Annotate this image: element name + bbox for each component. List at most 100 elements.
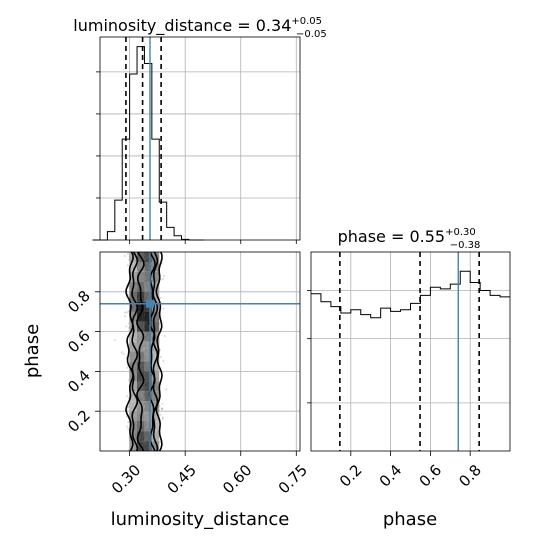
- density-cell: [129, 301, 137, 312]
- density-cell: [144, 371, 152, 382]
- ld-quantile-lines: [125, 37, 162, 240]
- density-cell: [137, 371, 145, 382]
- density-cell: [144, 381, 152, 392]
- density-cell: [151, 351, 160, 362]
- phase-ytick-label-0: 0.2: [64, 406, 94, 436]
- density-cell: [137, 401, 145, 412]
- density-cell: [144, 441, 152, 451]
- contour-right-0: [155, 252, 163, 451]
- density-cell: [144, 391, 152, 402]
- density-cell: [144, 321, 152, 332]
- phase-xlabel: phase: [383, 509, 437, 530]
- scatter-point: [161, 407, 164, 411]
- scatter-point: [120, 351, 123, 354]
- scatter-point: [126, 264, 129, 267]
- density-cell: [137, 321, 145, 332]
- density-cell: [144, 311, 152, 322]
- scatter-point: [161, 402, 164, 405]
- density-cell: [151, 252, 160, 262]
- density-cell: [144, 351, 152, 362]
- joint-panel: 0.30 0.45 0.60 0.75 0.2 0.4 0.6 0.8 luminosity…: [22, 251, 311, 530]
- density-cell: [137, 331, 145, 342]
- density-cell: [144, 341, 152, 352]
- joint-truth-marker: [146, 299, 154, 308]
- phase-ytick-label-2: 0.6: [64, 327, 94, 357]
- density-cell: [129, 391, 137, 402]
- scatter-point: [159, 413, 162, 416]
- density-cell: [144, 252, 152, 262]
- density-cell: [151, 361, 160, 372]
- scatter-point: [123, 254, 126, 257]
- scatter-point: [163, 335, 166, 338]
- scatter-point: [125, 425, 129, 428]
- scatter-point: [159, 296, 162, 299]
- phase-xtick-label-3: 0.8: [455, 461, 485, 491]
- scatter-point: [165, 388, 168, 391]
- ld-xtick-label-3: 0.75: [275, 461, 311, 497]
- scatter-point: [161, 416, 164, 419]
- phase-xtick-label-0: 0.2: [336, 461, 366, 491]
- density-cell: [151, 441, 160, 451]
- phase-hist-grid: [311, 252, 510, 451]
- density-cell: [137, 361, 145, 372]
- scatter-point: [126, 252, 129, 255]
- phase-hist-panel: 0.2 0.4 0.6 0.8 phase = 0.55+0.30 −0.38 phas…: [307, 227, 511, 530]
- scatter-point: [161, 278, 164, 281]
- density-cell: [151, 271, 160, 282]
- scatter-point: [125, 311, 128, 314]
- phase-hist-frame: [310, 251, 511, 452]
- scatter-point: [127, 428, 130, 431]
- contour-left-1: [131, 252, 139, 451]
- density-cell: [137, 351, 145, 362]
- density-cell: [129, 351, 137, 362]
- ld-hist-panel: luminosity_distance = 0.34+0.05 −0.05: [73, 16, 327, 244]
- density-cell: [137, 311, 145, 322]
- density-cell: [144, 271, 152, 282]
- scatter-point: [161, 417, 164, 420]
- density-cell: [129, 411, 137, 422]
- scatter-point: [124, 311, 127, 314]
- ld-hist-grid: [100, 37, 300, 240]
- contour-right-1: [152, 252, 159, 451]
- density-cell: [144, 421, 152, 432]
- density-cell: [144, 281, 152, 292]
- scatter-point: [162, 274, 166, 277]
- density-cell: [144, 361, 152, 372]
- density-cell: [137, 261, 145, 272]
- phase-ylabel: phase: [22, 324, 43, 378]
- ld-xtick-label-1: 0.45: [164, 461, 200, 497]
- scatter-point: [159, 356, 162, 359]
- density-cell: [151, 281, 160, 292]
- scatter-point: [160, 407, 163, 410]
- density-cell: [151, 311, 160, 322]
- phase-ytick-label-3: 0.8: [64, 287, 94, 317]
- density-cell: [151, 381, 160, 392]
- density-cell: [151, 291, 160, 302]
- scatter-point: [113, 339, 116, 342]
- density-cell: [151, 431, 160, 441]
- density-cell: [129, 261, 137, 272]
- ld-xtick-label-2: 0.60: [219, 461, 255, 497]
- density-cell: [151, 411, 160, 422]
- density-cell: [144, 431, 152, 441]
- ld-hist-ticks: [96, 71, 297, 244]
- density-cell: [137, 431, 145, 441]
- phase-ytick-label-1: 0.4: [64, 367, 94, 397]
- phase-xtick-label-2: 0.6: [416, 461, 446, 491]
- density-cell: [151, 301, 160, 312]
- density-cell: [137, 391, 145, 402]
- joint-frame: [99, 251, 301, 452]
- phase-histogram: [311, 270, 510, 319]
- ld-histogram: [92, 46, 204, 241]
- scatter-point: [162, 307, 165, 310]
- scatter-point: [124, 315, 127, 318]
- scatter-point: [127, 420, 130, 423]
- density-cell: [129, 401, 137, 412]
- scatter-point: [122, 352, 125, 356]
- scatter-point: [162, 359, 165, 363]
- density-cell: [151, 331, 160, 342]
- ld-xlabel: luminosity_distance: [111, 509, 290, 530]
- phase-quantile-lines: [339, 252, 480, 451]
- ld-hist-frame: [99, 36, 301, 241]
